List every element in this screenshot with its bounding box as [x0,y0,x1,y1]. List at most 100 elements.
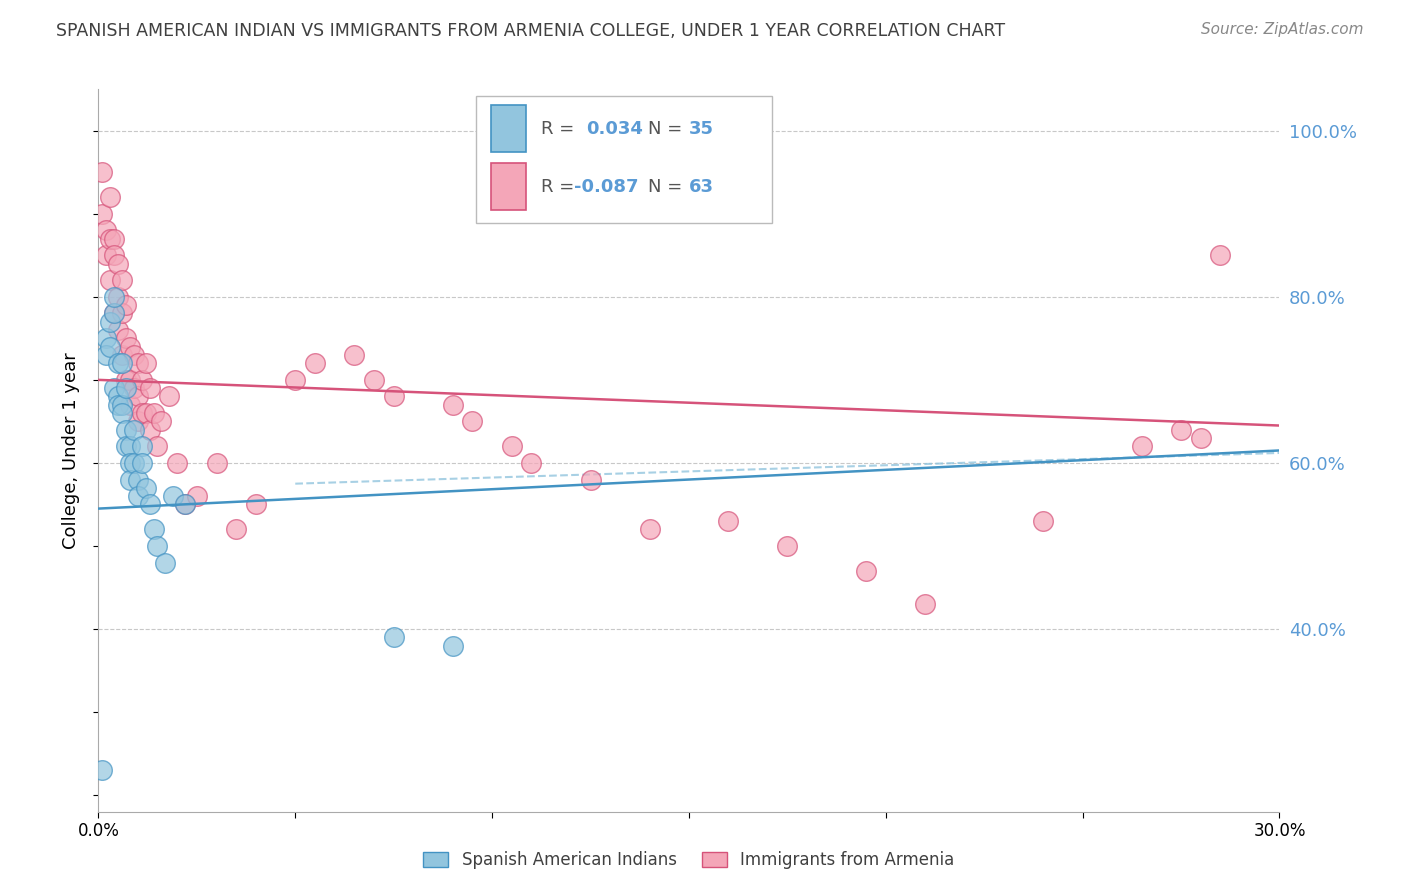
Point [107,398,129,412]
Point [142,406,165,420]
Point [122,348,145,362]
Point [111,356,134,370]
Point [103,248,125,262]
Point [98,232,121,246]
Point [304,356,326,370]
Point [343,348,366,362]
Point [103,306,125,320]
Point [122,423,145,437]
Point [98,273,121,287]
FancyBboxPatch shape [491,163,526,211]
Point [91,207,114,221]
Point [111,406,134,420]
FancyBboxPatch shape [477,96,772,223]
Point [174,498,197,512]
Point [131,456,153,470]
Point [115,423,138,437]
Point [131,439,153,453]
Point [107,356,129,370]
Point [142,522,165,536]
Point [118,456,141,470]
Point [118,439,141,453]
Point [1189,431,1212,445]
Text: 35: 35 [689,120,714,138]
Point [131,373,153,387]
Point [107,257,129,271]
Point [111,306,134,320]
Point [776,539,799,553]
Point [135,356,157,370]
Point [122,456,145,470]
Point [138,423,160,437]
Point [166,456,188,470]
Point [157,389,180,403]
Point [118,398,141,412]
Text: 63: 63 [689,178,714,195]
Point [638,522,661,536]
Point [103,381,125,395]
Point [150,414,173,428]
Y-axis label: College, Under 1 year: College, Under 1 year [62,352,80,549]
Point [382,389,405,403]
Point [127,356,149,370]
Legend: Spanish American Indians, Immigrants from Armenia: Spanish American Indians, Immigrants fro… [416,845,962,876]
Point [115,373,138,387]
Point [98,315,121,329]
Point [501,439,523,453]
Point [162,489,184,503]
Point [118,473,141,487]
Point [717,514,740,528]
Point [579,473,602,487]
Point [127,389,149,403]
Point [461,414,484,428]
Point [103,232,125,246]
Point [131,406,153,420]
Point [115,298,138,312]
Text: SPANISH AMERICAN INDIAN VS IMMIGRANTS FROM ARMENIA COLLEGE, UNDER 1 YEAR CORRELA: SPANISH AMERICAN INDIAN VS IMMIGRANTS FR… [56,22,1005,40]
Point [91,165,114,179]
Point [205,456,228,470]
Point [135,406,157,420]
Text: R =: R = [541,178,581,195]
Point [118,340,141,354]
Point [127,473,149,487]
Point [111,398,134,412]
Point [284,373,307,387]
Point [138,381,160,395]
Point [111,273,134,287]
Point [186,489,208,503]
Point [363,373,385,387]
Point [103,306,125,320]
Text: Source: ZipAtlas.com: Source: ZipAtlas.com [1201,22,1364,37]
Point [107,290,129,304]
Point [91,763,114,777]
Point [855,564,877,578]
Point [96,223,118,237]
Point [127,414,149,428]
Point [441,398,464,412]
Point [225,522,247,536]
Point [98,190,121,204]
Point [122,381,145,395]
Point [103,290,125,304]
Point [1032,514,1054,528]
Point [1209,248,1232,262]
Text: R =: R = [541,120,581,138]
Point [1130,439,1153,453]
Point [146,539,169,553]
Point [441,639,464,653]
Point [115,331,138,345]
Text: N =: N = [648,178,688,195]
Text: -0.087: -0.087 [575,178,638,195]
Point [138,498,160,512]
Point [96,248,118,262]
Point [135,481,157,495]
Point [174,498,197,512]
Point [115,439,138,453]
Text: 0.034: 0.034 [586,120,643,138]
Point [98,340,121,354]
Point [107,323,129,337]
Point [146,439,169,453]
Point [382,630,405,644]
FancyBboxPatch shape [491,105,526,153]
